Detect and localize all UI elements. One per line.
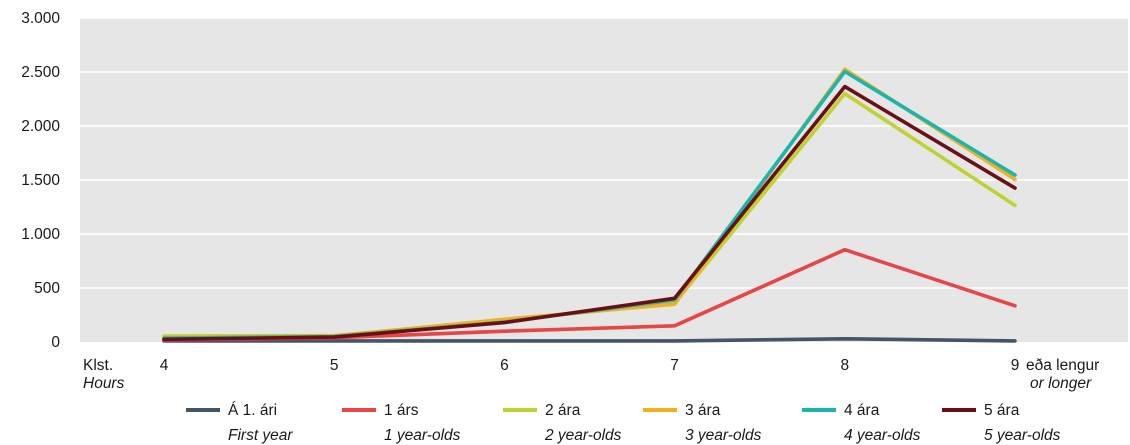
legend-label-english: 1 year-olds — [384, 427, 461, 444]
x-last-category-suffix-english: or longer — [1030, 375, 1092, 392]
x-tick-label: 7 — [670, 357, 679, 374]
legend-label-english: 5 year-olds — [984, 427, 1061, 444]
y-tick-label: 1.000 — [21, 226, 60, 243]
x-tick-label: 4 — [160, 357, 169, 374]
x-tick-label: 8 — [840, 357, 849, 374]
x-tick-label: 9 — [1011, 357, 1020, 374]
legend-item-2: 2 ára 2 year-olds — [503, 402, 622, 444]
series-line-0 — [162, 336, 1017, 343]
legend-label: 5 ára — [984, 402, 1020, 419]
x-axis-label: Klst. — [83, 357, 113, 374]
legend-label: 3 ára — [685, 402, 721, 419]
y-tick-label: 2.000 — [21, 118, 60, 135]
series-line-5 — [162, 84, 1017, 342]
legend-label: 4 ára — [844, 402, 880, 419]
x-tick-label: 5 — [330, 357, 339, 374]
series-lines — [162, 67, 1017, 343]
legend-label-english: 3 year-olds — [685, 427, 762, 444]
legend-label-english: First year — [228, 427, 293, 444]
x-last-category-suffix: eða lengur — [1026, 357, 1099, 374]
x-tick-label: 6 — [500, 357, 509, 374]
legend-label: 1 árs — [384, 402, 419, 419]
y-tick-label: 3.000 — [21, 10, 60, 27]
legend-item-3: 3 ára 3 year-olds — [643, 402, 762, 444]
legend-item-5: 5 ára 5 year-olds — [942, 402, 1061, 444]
y-tick-label: 500 — [34, 280, 60, 297]
y-axis-ticks: 0 500 1.000 1.500 2.000 2.500 3.000 — [21, 10, 60, 351]
y-tick-label: 2.500 — [21, 64, 60, 81]
legend-item-4: 4 ára 4 year-olds — [802, 402, 921, 444]
legend-label: Á 1. ári — [228, 402, 277, 419]
legend-item-0: Á 1. ári First year — [186, 402, 293, 444]
x-axis-ticks: 4 5 6 7 8 9 — [160, 357, 1020, 374]
legend-label-english: 4 year-olds — [844, 427, 921, 444]
y-tick-label: 1.500 — [21, 172, 60, 189]
legend-label-english: 2 year-olds — [544, 427, 622, 444]
y-tick-label: 0 — [51, 334, 60, 351]
legend-item-1: 1 árs 1 year-olds — [342, 402, 461, 444]
legend-label: 2 ára — [545, 402, 581, 419]
x-axis-label-english: Hours — [83, 375, 125, 392]
grid-lines — [80, 17, 1128, 289]
